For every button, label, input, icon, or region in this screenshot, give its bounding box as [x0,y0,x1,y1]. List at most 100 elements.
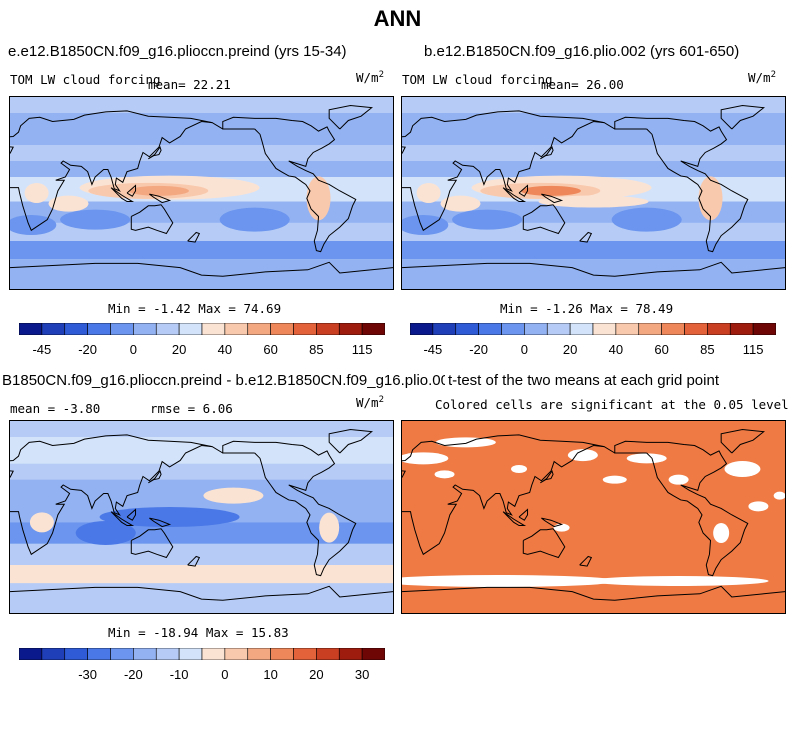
coastline-9 [149,517,172,528]
colorbar-swatch-6 [155,322,180,336]
units-text: W/m [748,70,771,86]
coastline-5 [579,231,593,243]
south-indian-clear [60,209,131,230]
colorbar-swatch-12 [293,647,317,661]
africa-convection [416,183,441,203]
coastline-3 [720,429,765,454]
colorbar-swatch-11 [661,322,685,336]
colorbar-tick-label: 0 [129,342,137,357]
se-atlantic-clear [10,215,57,235]
band-north-mid [10,145,393,161]
colorbar-tick-label: -10 [169,667,189,682]
colorbar-swatch-10 [247,322,271,336]
colorbar-bl-labels: -30 -20 -10 0 10 20 30 [19,665,385,683]
colorbar-swatch-15 [752,322,777,336]
colorbar-swatch-11 [270,647,294,661]
panel-tr-varname: TOM LW cloud forcing [402,72,553,87]
colorbar-swatch-13 [707,322,731,336]
panel-tl-mean: mean= 22.21 [148,77,231,92]
colorbar-swatch-14 [729,322,754,336]
band-southern-ocean [10,565,393,584]
colorbar-swatch-12 [293,322,317,336]
map-panel-bl [9,420,394,614]
colorbar-swatch-11 [270,322,294,336]
coastline-5 [579,555,593,567]
coastline-8 [518,184,529,197]
coastline-0 [402,445,616,556]
warm-pool-core [128,185,189,196]
coastline-5 [187,555,201,567]
se-pacific-clear [219,207,290,232]
colorbar-swatch-2 [64,322,88,336]
band-antarctic [402,259,785,289]
colorbar-swatch-0 [18,647,43,661]
indian-itcz [440,195,481,212]
warm-pool-core [520,185,581,196]
band-antarctic [10,259,393,289]
coastline-0 [10,121,224,232]
panel-bl-mean: mean = -3.80 [10,401,101,416]
panel-br-subtitle: Colored cells are significant at the 0.0… [435,397,789,412]
band-subtropic-n [10,479,393,501]
colorbar-tick-label: 30 [354,667,370,682]
page-title: ANN [373,6,422,31]
coastline-3 [328,429,373,454]
map-panel-br [401,420,786,614]
nonsignificant-cell-6 [511,465,528,473]
colorbar-swatch-12 [684,322,708,336]
map-br-canvas [402,421,785,613]
colorbar-swatch-2 [455,322,479,336]
coastline-7 [110,511,135,527]
colorbar-tick-label: -20 [469,342,489,357]
colorbar-swatch-6 [546,322,571,336]
coastline-10 [10,585,393,601]
panel-tr-title: b.e12.B1850CN.f09_g16.plio.002 (yrs 601-… [424,43,740,60]
coastline-2 [222,116,357,253]
coastline-1 [402,434,605,478]
colorbar-tick-label: 10 [263,667,278,682]
colorbar-swatch-8 [201,647,226,661]
colorbar-tick-label: -20 [123,667,143,682]
nonsignificant-cell-14 [588,576,769,586]
panel-tr-mean: mean= 26.00 [541,77,624,92]
coastline-2 [222,440,357,577]
coastline-7 [110,187,135,203]
colorbar-swatch-7 [178,322,203,336]
map-tl-canvas [10,97,393,289]
spcz [538,195,649,208]
band-north-high [10,437,393,464]
band-north-high [10,113,393,145]
coastline-1 [402,110,605,154]
panel-tl-minmax: Min = -1.42 Max = 74.69 [108,301,282,316]
coastline-8 [126,184,137,197]
colorbar-tick-label: -45 [32,342,52,357]
colorbar-swatch-3 [87,647,111,661]
coastline-10 [402,261,785,277]
coastline-1 [10,434,213,478]
nonsignificant-cell-13 [402,575,618,587]
nonsignificant-cell-5 [434,470,455,479]
coastline-10 [10,261,393,277]
coastline-3 [720,105,765,130]
colorbar-tick-label: 115 [351,342,373,357]
coastline-8 [518,508,529,521]
colorbar-swatch-1 [41,647,66,661]
colorbar-swatch-14 [338,322,363,336]
colorbar-bl: -30 -20 -10 0 10 20 30 [18,647,386,682]
colorbar-swatch-9 [224,322,249,336]
coastline-9 [541,193,564,204]
colorbar-tick-label: 20 [171,342,187,357]
colorbar-tick-label: 0 [520,342,528,357]
coastline-4 [130,204,174,235]
map-tr-canvas [402,97,785,289]
band-subtropic-n [10,161,393,177]
colorbar-swatch-13 [316,647,340,661]
colorbar-swatch-5 [133,647,157,661]
nonsignificant-cell-3 [626,453,667,464]
coastline-0 [10,445,224,556]
units-exponent: 2 [770,70,776,80]
colorbar-tr: -45 -20 0 20 40 60 85 115 [409,322,777,357]
coastline-9 [149,193,172,204]
nonsignificant-cell-10 [773,491,785,500]
coastline-2 [614,116,749,253]
